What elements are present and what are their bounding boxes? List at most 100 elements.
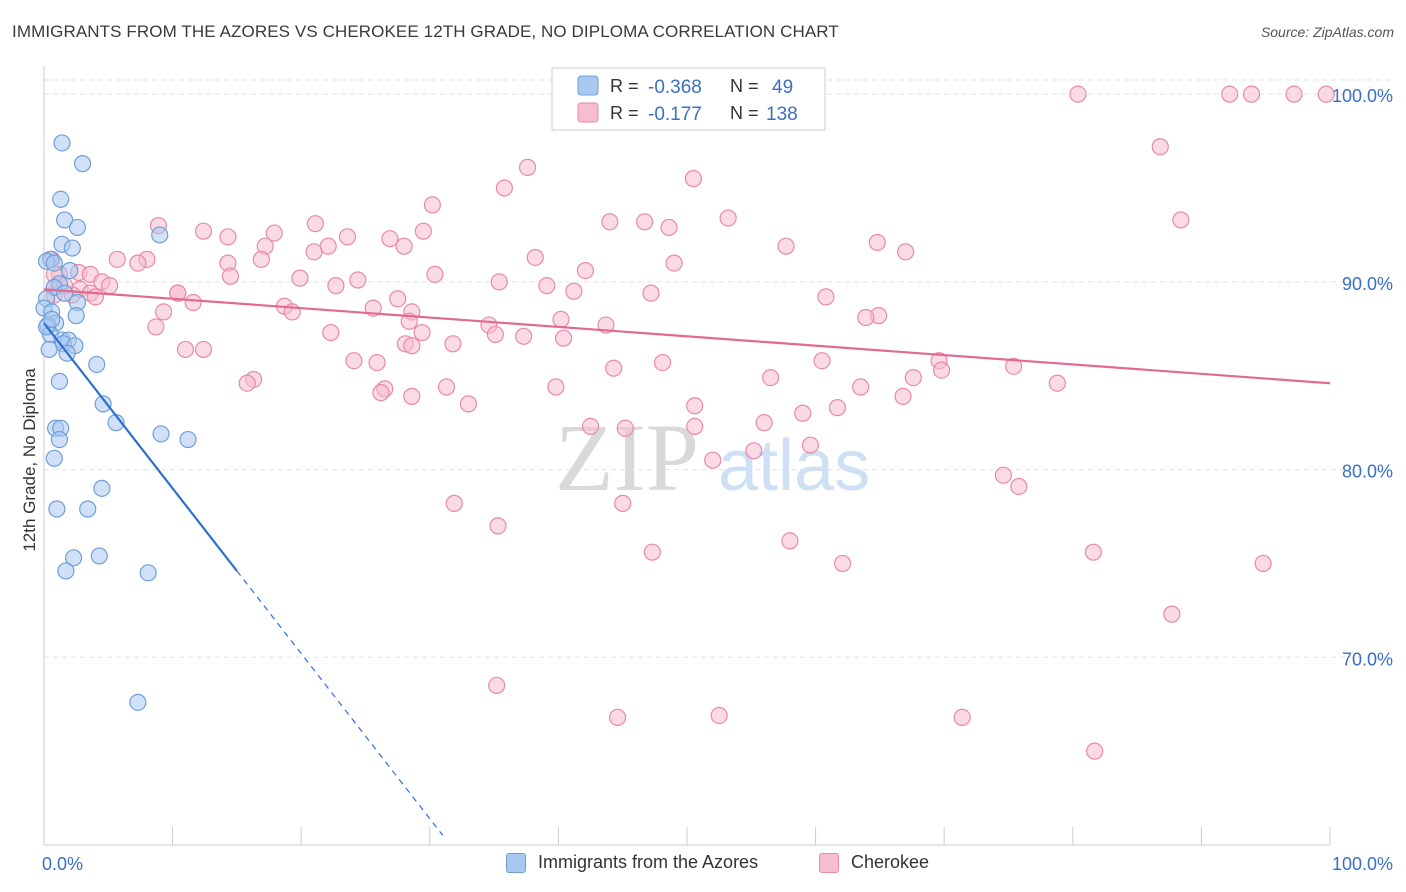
cherokee-points bbox=[43, 85, 1335, 760]
cherokee-point bbox=[414, 222, 432, 240]
cherokee-point bbox=[368, 353, 386, 372]
stats-box: R = -0.368 N = 49 R = -0.177 N = 138 bbox=[551, 67, 826, 131]
cherokee-point bbox=[801, 436, 820, 454]
azores-point bbox=[45, 449, 63, 467]
cherokee-point bbox=[426, 265, 444, 283]
azores-point bbox=[55, 284, 74, 302]
y-tick-label: 80.0% bbox=[1342, 462, 1393, 482]
azores-point bbox=[129, 693, 147, 711]
cherokee-point bbox=[305, 243, 323, 261]
cherokee-point bbox=[643, 543, 661, 561]
cherokee-point bbox=[953, 708, 971, 726]
cherokee-point bbox=[423, 196, 441, 214]
cherokee-point bbox=[581, 417, 600, 436]
azores-point bbox=[50, 430, 69, 449]
cherokee-point bbox=[403, 387, 421, 405]
pink-trendline bbox=[43, 288, 1331, 385]
stats-r-value-2: -0.177 bbox=[648, 104, 702, 125]
cherokee-point bbox=[994, 466, 1012, 484]
cherokee-point bbox=[1084, 543, 1102, 561]
cherokee-point bbox=[857, 308, 875, 327]
azores-point bbox=[79, 500, 97, 518]
cherokee-point bbox=[100, 277, 119, 295]
cherokee-point bbox=[635, 213, 654, 231]
cherokee-point bbox=[194, 222, 213, 240]
cherokee-point bbox=[1048, 374, 1066, 392]
stats-n-value-2: 138 bbox=[766, 104, 798, 125]
cherokee-point bbox=[894, 387, 912, 405]
cherokee-point bbox=[852, 378, 870, 396]
cherokee-point bbox=[444, 335, 462, 353]
cherokee-point bbox=[653, 353, 672, 372]
cherokee-point bbox=[608, 708, 627, 726]
blue-trendline bbox=[43, 322, 238, 572]
cherokee-point bbox=[868, 233, 886, 252]
cherokee-point bbox=[194, 340, 213, 359]
cherokee-point bbox=[1285, 85, 1303, 103]
cherokee-point bbox=[777, 237, 795, 255]
azores-point bbox=[179, 430, 197, 449]
stats-swatch-blue bbox=[577, 75, 599, 96]
cherokee-point bbox=[176, 340, 195, 359]
cherokee-point bbox=[489, 517, 507, 535]
trendlines bbox=[43, 288, 1331, 836]
y-tick-label: 90.0% bbox=[1342, 274, 1393, 294]
azores-point bbox=[139, 564, 157, 582]
cherokee-point bbox=[221, 267, 240, 285]
cherokee-point bbox=[755, 414, 773, 432]
legend: Immigrants from the Azores Cherokee bbox=[0, 852, 1406, 878]
azores-point bbox=[55, 211, 74, 229]
cherokee-point bbox=[710, 706, 728, 725]
cherokee-point bbox=[660, 218, 678, 237]
cherokee-point bbox=[1069, 85, 1087, 103]
cherokee-point bbox=[897, 243, 915, 261]
cherokee-point bbox=[219, 228, 237, 246]
azores-point bbox=[40, 340, 58, 359]
legend-label-azores: Immigrants from the Azores bbox=[538, 852, 759, 872]
cherokee-point bbox=[291, 269, 309, 287]
cherokee-point bbox=[538, 277, 556, 295]
cherokee-point bbox=[547, 378, 565, 396]
cherokee-point bbox=[252, 250, 270, 268]
azores-point bbox=[94, 395, 112, 413]
azores-point bbox=[90, 547, 108, 565]
cherokee-point bbox=[1172, 211, 1190, 229]
cherokee-point bbox=[1221, 85, 1239, 103]
cherokee-point bbox=[526, 248, 544, 267]
cherokee-point bbox=[781, 532, 799, 550]
x-tick-label-start: 0.0% bbox=[42, 854, 83, 874]
cherokee-point bbox=[565, 282, 583, 300]
cherokee-point bbox=[605, 359, 623, 377]
cherokee-point bbox=[108, 250, 126, 268]
cherokee-point bbox=[437, 378, 456, 396]
azores-point bbox=[57, 562, 75, 580]
legend-item-cherokee[interactable]: Cherokee bbox=[819, 852, 929, 873]
legend-item-azores[interactable]: Immigrants from the Azores bbox=[506, 852, 758, 873]
cherokee-point bbox=[389, 290, 407, 308]
cherokee-point bbox=[1086, 742, 1104, 760]
watermark-atlas: atlas bbox=[718, 426, 870, 506]
azores-point bbox=[93, 479, 111, 497]
cherokee-point bbox=[1254, 554, 1272, 573]
cherokee-point bbox=[154, 303, 173, 321]
cherokee-point bbox=[459, 395, 477, 413]
cherokee-point bbox=[933, 361, 951, 379]
azores-point bbox=[53, 134, 71, 152]
cherokee-point bbox=[794, 404, 812, 422]
source-label: Source: ZipAtlas.com bbox=[1260, 24, 1394, 40]
cherokee-point bbox=[265, 224, 283, 242]
cherokee-point bbox=[686, 397, 704, 415]
cherokee-point bbox=[554, 329, 573, 347]
cherokee-point bbox=[372, 384, 390, 402]
tick-labels: 70.0% 80.0% 90.0% 100.0% 0.0% 100.0% bbox=[42, 86, 1393, 874]
cherokee-point bbox=[1317, 85, 1335, 103]
cherokee-point bbox=[345, 352, 363, 370]
cherokee-point bbox=[576, 262, 595, 280]
cherokee-point bbox=[169, 284, 187, 302]
azores-point bbox=[151, 226, 169, 244]
azores-point bbox=[61, 262, 79, 280]
cherokee-point bbox=[684, 170, 703, 188]
cherokee-point bbox=[322, 323, 340, 342]
stats-n-label-2: N = bbox=[730, 103, 759, 123]
cherokee-point bbox=[1010, 477, 1028, 496]
